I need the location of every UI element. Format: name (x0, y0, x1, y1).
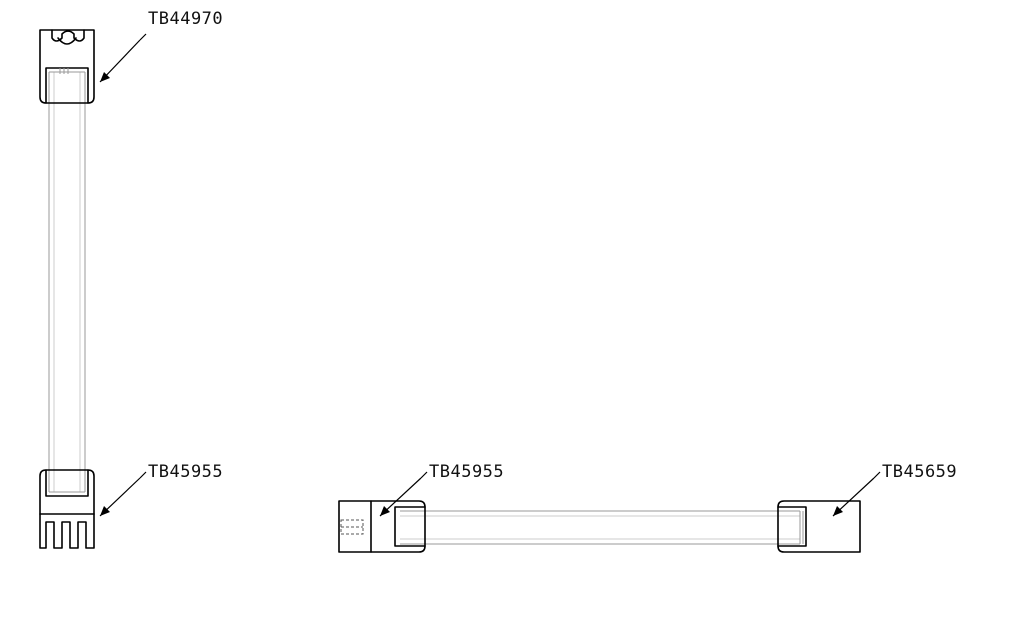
label-top-left: TB44970 (148, 9, 223, 29)
horizontal-panel-assembly (338, 471, 881, 553)
leader-bottom-left (99, 471, 147, 517)
left-profile-tb45955-horizontal (338, 500, 426, 553)
label-bottom-middle: TB45955 (429, 462, 504, 482)
leader-bottom-middle (379, 471, 428, 517)
leader-bottom-right (832, 471, 881, 517)
top-profile-tb44970 (39, 29, 95, 104)
right-profile-tb45659 (777, 500, 861, 553)
vertical-panel-assembly (39, 29, 147, 549)
leader-top-left (99, 33, 147, 83)
bottom-profile-tb45955-vertical (39, 469, 95, 549)
label-bottom-left: TB45955 (148, 462, 223, 482)
vertical-panel (48, 71, 86, 493)
label-bottom-right: TB45659 (882, 462, 957, 482)
horizontal-panel (400, 510, 800, 545)
